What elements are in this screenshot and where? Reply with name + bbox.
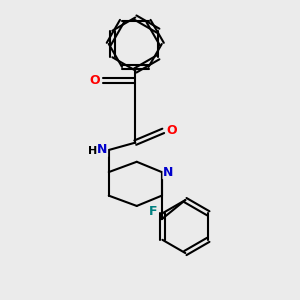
Text: O: O	[89, 74, 100, 87]
Text: N: N	[97, 143, 107, 157]
Text: N: N	[163, 166, 173, 178]
Text: F: F	[149, 205, 158, 218]
Text: O: O	[166, 124, 177, 137]
Text: H: H	[88, 146, 97, 156]
